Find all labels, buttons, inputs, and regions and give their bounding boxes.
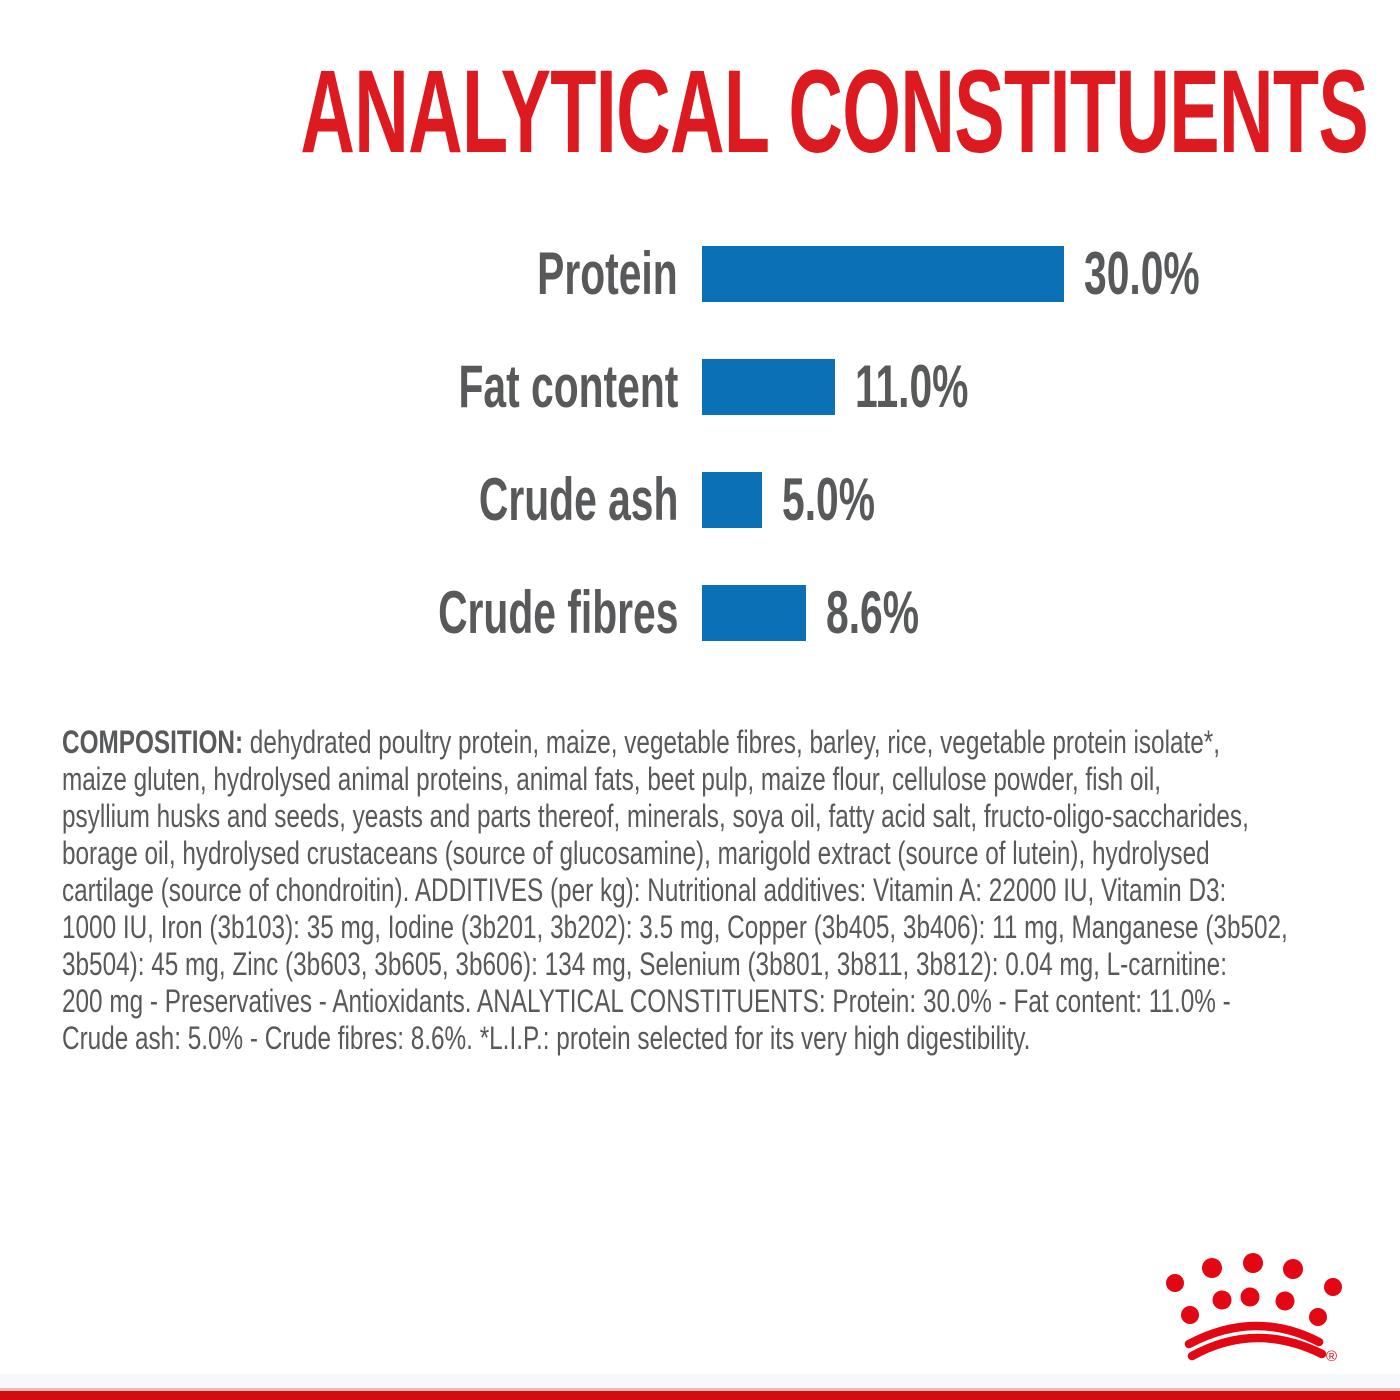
registered-mark: ® — [1326, 1348, 1337, 1363]
title-wrap: ANALYTICAL CONSTITUENTS — [0, 46, 1400, 178]
bar-value-label: 8.6% — [826, 579, 920, 646]
bar-label: Crude fibres — [437, 579, 678, 646]
page-title: ANALYTICAL CONSTITUENTS — [300, 46, 1369, 178]
bar-value-label: 30.0% — [1084, 240, 1200, 307]
bar-protein — [702, 245, 1064, 302]
chart-row-fat-content: Fat content 11.0% — [0, 330, 1400, 443]
bar-label: Fat content — [458, 353, 678, 420]
composition-line: maize gluten, hydrolysed animal proteins… — [62, 761, 1162, 797]
footer-red-strip — [0, 1391, 1400, 1400]
composition-line: cartilage (source of chondroitin). ADDIT… — [62, 872, 1227, 908]
composition-line: 1000 IU, Iron (3b103): 35 mg, Iodine (3b… — [62, 909, 1288, 945]
composition-line: 200 mg - Preservatives - Antioxidants. A… — [62, 983, 1231, 1019]
composition-line-text: dehydrated poultry protein, maize, veget… — [243, 724, 1221, 760]
composition-line: psyllium husks and seeds, yeasts and par… — [62, 798, 1249, 834]
chart-row-protein: Protein 30.0% — [0, 217, 1400, 330]
bar-fat-content — [702, 358, 835, 415]
bar-label: Protein — [537, 240, 678, 307]
bar-value-label: 11.0% — [855, 353, 969, 420]
composition-line: Crude ash: 5.0% - Crude fibres: 8.6%. *L… — [62, 1020, 1031, 1056]
bar-label-cell: Crude ash — [0, 465, 678, 534]
analytical-constituents-chart: Protein 30.0% Fat content 11.0% Crude as… — [0, 217, 1400, 669]
bar-label: Crude ash — [478, 466, 678, 533]
composition-line: COMPOSITION: dehydrated poultry protein,… — [62, 724, 1384, 761]
bar-value-label: 5.0% — [782, 466, 876, 533]
composition-line: 3b504): 45 mg, Zinc (3b603, 3b605, 3b606… — [62, 946, 1227, 982]
composition-line: borage oil, hydrolysed crustaceans (sour… — [62, 835, 1210, 871]
bar-label-cell: Crude fibres — [0, 578, 678, 647]
bar-crude-fibres — [702, 584, 806, 641]
chart-row-crude-ash: Crude ash 5.0% — [0, 443, 1400, 556]
bar-label-cell: Fat content — [0, 352, 678, 421]
royal-canin-crown-logo-icon: ® — [1166, 1253, 1342, 1363]
footer-pink-line — [0, 1388, 1400, 1391]
chart-row-crude-fibres: Crude fibres 8.6% — [0, 556, 1400, 669]
composition-label: COMPOSITION: — [62, 724, 244, 760]
bar-crude-ash — [702, 471, 762, 528]
composition-text-block: COMPOSITION: dehydrated poultry protein,… — [62, 724, 1384, 1057]
footer-pale-band — [0, 1374, 1400, 1388]
bar-label-cell: Protein — [0, 239, 678, 308]
